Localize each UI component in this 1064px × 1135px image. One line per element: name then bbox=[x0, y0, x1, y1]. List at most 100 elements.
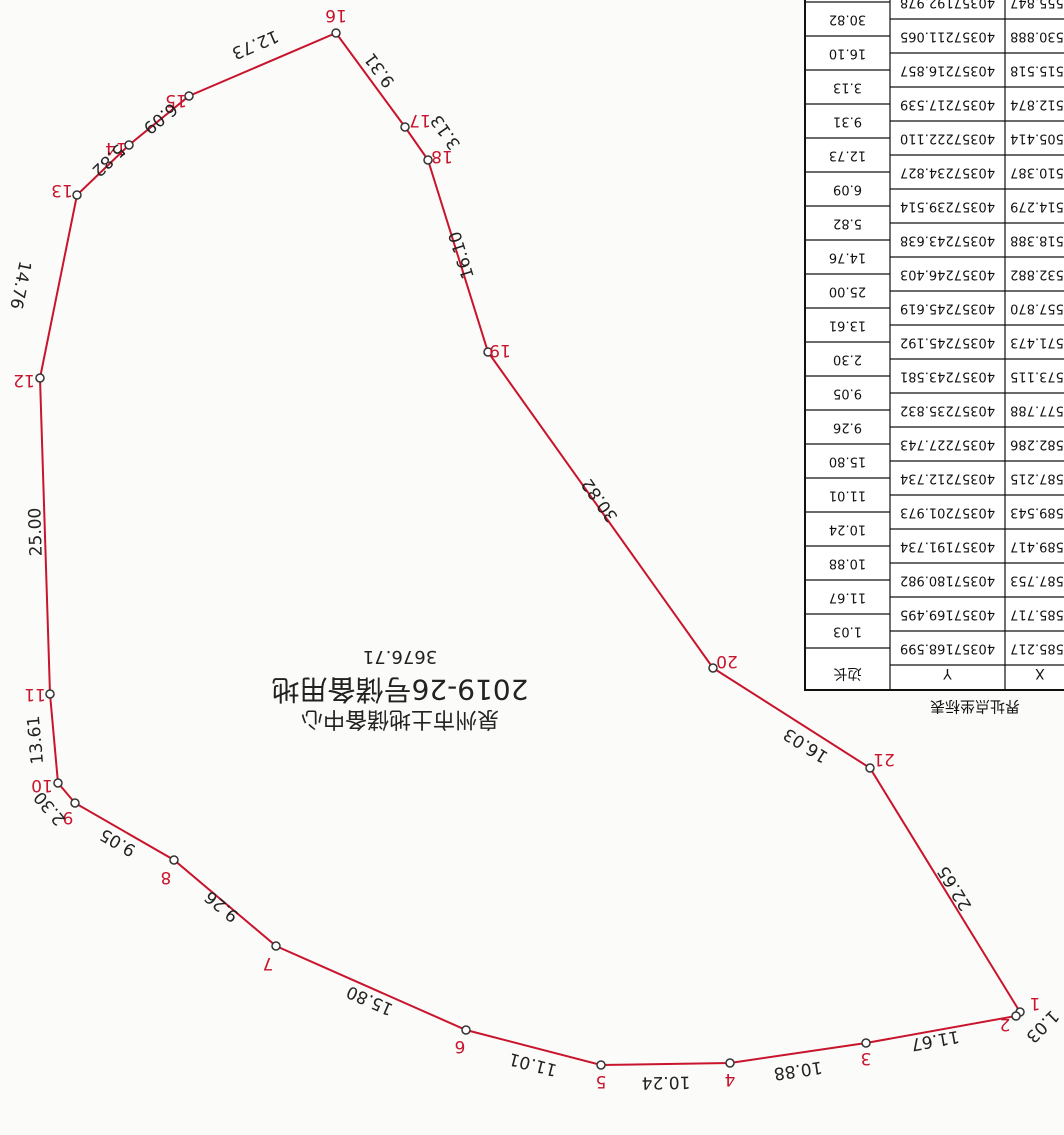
table-length: 11.67 bbox=[829, 590, 866, 605]
coord-x: 571.473 bbox=[1010, 335, 1064, 350]
coord-y: 40357227.743 bbox=[900, 437, 995, 452]
coord-x: 589.417 bbox=[1010, 539, 1064, 554]
boundary-point bbox=[70, 798, 80, 808]
point-label: 16 bbox=[325, 5, 347, 25]
coord-y: 40357211.065 bbox=[900, 29, 995, 44]
coord-y: 40357216.857 bbox=[900, 63, 995, 78]
edge-length: 30.82 bbox=[578, 474, 623, 525]
coord-x: 515.518 bbox=[1010, 63, 1064, 78]
boundary-point bbox=[423, 155, 433, 165]
point-label: 1 bbox=[1030, 993, 1041, 1013]
point-label: 13 bbox=[51, 180, 73, 200]
edge-length: 22.65 bbox=[934, 862, 977, 914]
table-length: 9.31 bbox=[833, 114, 862, 129]
coord-x: 585.217 bbox=[1010, 641, 1064, 656]
boundary-point bbox=[400, 122, 410, 132]
parcel-name: 2019-26号储备用地 bbox=[272, 673, 529, 706]
boundary-point bbox=[184, 91, 194, 101]
coord-x: 555.847 bbox=[1010, 0, 1064, 10]
table-length: 2.30 bbox=[833, 352, 862, 367]
point-label: 17 bbox=[409, 110, 431, 130]
table-length: 6.09 bbox=[833, 182, 862, 197]
boundary-point bbox=[596, 1060, 606, 1070]
parcel-boundary bbox=[38, 31, 1022, 1067]
edge-length: 16.03 bbox=[780, 723, 832, 766]
coord-x: 577.788 bbox=[1010, 403, 1064, 418]
boundary-point bbox=[124, 140, 134, 150]
point-label: 6 bbox=[455, 1036, 466, 1056]
coord-x: 532.882 bbox=[1010, 267, 1064, 282]
coord-y: 40357243.581 bbox=[900, 369, 995, 384]
coord-y: 40357212.734 bbox=[900, 471, 995, 486]
point-label: 21 bbox=[873, 749, 895, 769]
coord-x: 589.543 bbox=[1010, 505, 1064, 520]
point-label: 3 bbox=[861, 1048, 872, 1068]
coord-x: 587.753 bbox=[1010, 573, 1064, 588]
table-length: 10.88 bbox=[829, 556, 866, 571]
boundary-point bbox=[861, 1038, 871, 1048]
point-label: 9 bbox=[63, 807, 74, 827]
coord-x: 582.286 bbox=[1010, 437, 1064, 452]
coord-y: 40357243.638 bbox=[900, 233, 995, 248]
point-label: 19 bbox=[489, 340, 511, 360]
boundary-point bbox=[865, 763, 875, 773]
table-border bbox=[804, 0, 1064, 691]
coord-y: 40357245.619 bbox=[900, 301, 995, 316]
coord-y: 40357201.973 bbox=[900, 505, 995, 520]
boundary-point bbox=[461, 1025, 471, 1035]
table-length: 30.82 bbox=[829, 12, 866, 27]
edge-length: 16.10 bbox=[445, 229, 479, 281]
table-title: 界址点坐标表 bbox=[930, 698, 1020, 716]
boundary-point bbox=[53, 778, 63, 788]
edge-length: 13.61 bbox=[24, 715, 48, 765]
coord-y: 40357245.192 bbox=[900, 335, 995, 350]
organization: 泉州市土地储备中心 bbox=[301, 706, 499, 731]
table-length: 9.05 bbox=[833, 386, 862, 401]
point-label: 4 bbox=[725, 1069, 736, 1089]
table-length: 25.00 bbox=[829, 284, 866, 299]
boundary-point bbox=[483, 347, 493, 357]
table-length: 13.61 bbox=[829, 318, 866, 333]
edge-length: 12.73 bbox=[229, 25, 282, 63]
edge-length: 10.24 bbox=[642, 1072, 691, 1093]
boundary-point bbox=[169, 855, 179, 865]
coord-y: 40357217.539 bbox=[900, 97, 995, 112]
edge-length: 11.67 bbox=[909, 1026, 960, 1054]
table-length: 10.24 bbox=[829, 522, 866, 537]
coord-x: 557.870 bbox=[1010, 301, 1064, 316]
boundary-point bbox=[725, 1058, 735, 1068]
point-label: 2 bbox=[1000, 1014, 1011, 1034]
boundary-point bbox=[72, 190, 82, 200]
boundary-point bbox=[708, 663, 718, 673]
coord-y: 40357234.827 bbox=[900, 165, 995, 180]
point-label: 15 bbox=[165, 90, 187, 110]
table-length: 14.76 bbox=[829, 250, 866, 265]
boundary-point bbox=[35, 373, 45, 383]
coord-x: 573.115 bbox=[1010, 369, 1064, 384]
point-label: 10 bbox=[31, 775, 53, 795]
coord-x: 587.215 bbox=[1010, 471, 1064, 486]
point-label: 5 bbox=[596, 1071, 607, 1091]
coord-y: 40357239.514 bbox=[900, 199, 995, 214]
table-length: 9.26 bbox=[833, 420, 862, 435]
edge-length: 9.31 bbox=[361, 49, 400, 91]
boundary-point bbox=[331, 28, 341, 38]
table-header: Y bbox=[943, 665, 953, 681]
edge-length: 10.88 bbox=[772, 1057, 823, 1084]
point-label: 7 bbox=[263, 953, 274, 973]
point-label: 8 bbox=[161, 867, 172, 887]
boundary-point bbox=[271, 941, 281, 951]
point-label: 18 bbox=[431, 146, 453, 166]
table-length: 3.13 bbox=[833, 80, 862, 95]
table-header: 边长 bbox=[834, 665, 862, 681]
coord-y: 40357222.110 bbox=[900, 131, 995, 146]
table-length: 12.73 bbox=[829, 148, 866, 163]
coord-y: 40357168.599 bbox=[900, 641, 995, 656]
boundary-point bbox=[45, 689, 55, 699]
table-length: 5.82 bbox=[833, 216, 862, 231]
point-label: 11 bbox=[24, 684, 46, 704]
edge-length: 1.03 bbox=[1022, 1006, 1063, 1047]
coord-x: 518.388 bbox=[1010, 233, 1064, 248]
coord-x: 530.888 bbox=[1010, 29, 1064, 44]
edge-length: 14.76 bbox=[5, 259, 34, 311]
